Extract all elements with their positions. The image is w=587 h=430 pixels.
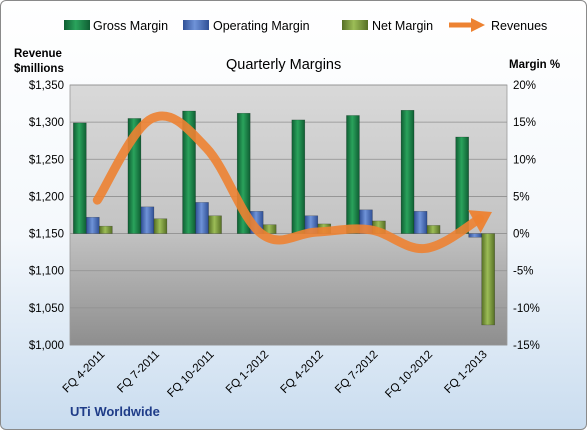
legend-swatch-operating-margin <box>183 20 209 30</box>
chart-title: Quarterly Margins <box>226 57 341 73</box>
right-tick-label: -10% <box>513 303 540 315</box>
left-tick-label: $1,150 <box>29 229 64 241</box>
category-label: FQ 1-2013 <box>442 349 489 396</box>
legend-swatch-gross-margin <box>64 20 90 30</box>
gross-margin-bar <box>455 136 469 234</box>
left-tick-label: $1,200 <box>29 191 64 203</box>
category-label: FQ 1-2012 <box>224 349 271 396</box>
right-axis-ticks: -15% -10% -5% 0% 5% 10% 15% 20% <box>513 80 540 352</box>
legend-label-operating-margin: Operating Margin <box>213 19 310 33</box>
revenues-arrowhead <box>468 210 492 234</box>
net-margin-bar <box>481 233 495 326</box>
operating-margin-bar <box>195 202 209 234</box>
category-label: FQ 7-2012 <box>333 349 380 396</box>
right-tick-label: -15% <box>513 340 540 352</box>
category-label: FQ 7-2011 <box>115 349 162 396</box>
gross-margin-bar <box>182 110 196 234</box>
revenues-line <box>92 111 485 253</box>
left-axis-title-line1: Revenue <box>14 48 62 60</box>
bar-marks <box>73 110 495 326</box>
category-labels: FQ 4-2011 FQ 7-2011 FQ 10-2011 FQ 1-2012 FQ … <box>61 349 490 401</box>
left-tick-label: $1,250 <box>29 154 64 166</box>
operating-margin-bar <box>86 216 100 234</box>
company-label: UTi Worldwide <box>70 404 160 419</box>
legend-label-net-margin: Net Margin <box>372 19 433 33</box>
category-label: FQ 10-2011 <box>165 349 216 400</box>
gross-margin-bar <box>346 115 360 234</box>
net-margin-bar <box>208 215 222 234</box>
right-tick-label: 10% <box>513 154 536 166</box>
net-margin-bar <box>153 218 168 234</box>
legend-swatch-net-margin <box>342 20 368 30</box>
revenue-line-group <box>92 111 492 253</box>
left-tick-label: $1,300 <box>29 117 64 129</box>
legend: Gross Margin Operating Margin Net Margin… <box>64 18 547 33</box>
right-tick-label: -5% <box>513 266 533 278</box>
operating-margin-bar <box>140 206 155 234</box>
legend-arrow-revenues <box>471 18 485 32</box>
left-tick-label: $1,100 <box>29 266 64 278</box>
left-tick-label: $1,000 <box>29 340 64 352</box>
legend-label-gross-margin: Gross Margin <box>93 19 168 33</box>
right-tick-label: 20% <box>513 80 536 92</box>
left-axis-ticks: $1,000 $1,050 $1,100 $1,150 $1,200 $1,250 $1,3… <box>29 80 64 352</box>
operating-margin-bar <box>413 211 428 234</box>
net-margin-bar <box>99 225 113 234</box>
category-label: FQ 4-2012 <box>279 349 326 396</box>
operating-margin-bar <box>468 233 482 238</box>
left-axis-title-line2: $millions <box>14 63 64 75</box>
legend-label-revenues: Revenues <box>491 19 547 33</box>
gross-margin-bar <box>73 122 87 234</box>
right-tick-label: 15% <box>513 117 536 129</box>
left-tick-label: $1,050 <box>29 303 64 315</box>
gross-margin-bar <box>291 119 306 234</box>
right-tick-label: 5% <box>513 191 530 203</box>
gross-margin-bar <box>400 110 415 234</box>
net-margin-bar <box>426 225 441 234</box>
category-label: FQ 10-2012 <box>383 349 435 401</box>
right-axis-title: Margin % <box>509 59 560 71</box>
right-tick-label: 0% <box>513 229 530 241</box>
category-label: FQ 4-2011 <box>61 349 108 396</box>
left-tick-label: $1,350 <box>29 80 64 92</box>
